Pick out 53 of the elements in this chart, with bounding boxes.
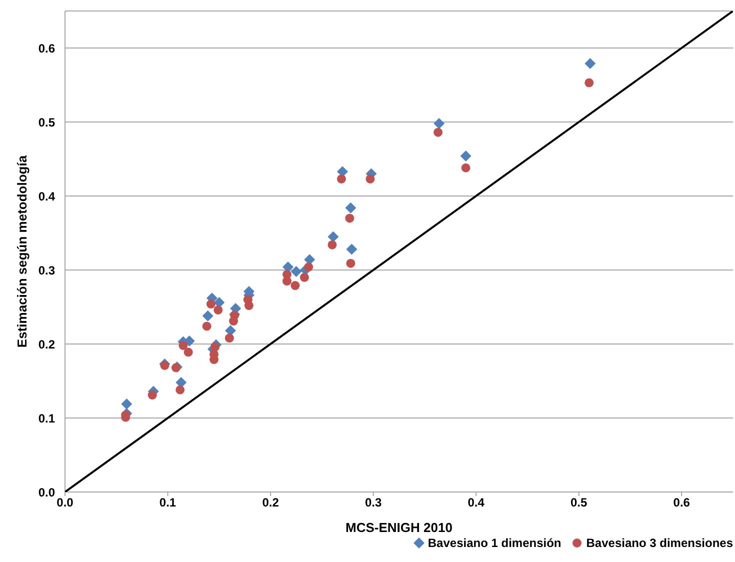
y-tick-label: 0.1 xyxy=(38,411,56,426)
point xyxy=(290,266,302,277)
point xyxy=(336,174,346,184)
x-tick-label: 0.0 xyxy=(56,496,74,510)
legend-label: Bavesiano 1 dimensión xyxy=(428,536,562,550)
point xyxy=(244,301,254,310)
x-tick-label: 0.4 xyxy=(468,496,485,510)
point xyxy=(148,390,157,400)
point xyxy=(434,128,443,137)
point xyxy=(282,276,292,286)
y-tick-label: 0.2 xyxy=(38,337,56,352)
point xyxy=(171,363,180,372)
point xyxy=(176,376,187,388)
legend-label: Bavesiano 3 dimensiones xyxy=(586,536,733,550)
point xyxy=(178,340,188,350)
point xyxy=(160,360,170,370)
x-tick-label: 0.5 xyxy=(570,496,588,510)
point xyxy=(300,272,309,282)
point xyxy=(584,78,594,88)
point xyxy=(584,58,596,70)
point xyxy=(346,244,358,255)
point xyxy=(202,310,214,322)
point xyxy=(229,316,238,326)
point xyxy=(366,174,375,184)
y-tick-label: 0.5 xyxy=(38,115,56,130)
x-tick-label: 0.3 xyxy=(364,496,382,510)
point xyxy=(224,334,234,343)
point xyxy=(206,300,216,309)
point xyxy=(214,305,223,314)
y-axis-title: Estimación según metodología xyxy=(14,154,30,348)
point xyxy=(121,398,132,410)
x-tick-label: 0.2 xyxy=(262,496,280,510)
x-axis-title: MCS-ENIGH 2010 xyxy=(346,520,452,535)
point xyxy=(460,150,472,162)
point xyxy=(345,202,356,214)
point xyxy=(434,118,445,129)
y-tick-label: 0.0 xyxy=(38,485,56,500)
point xyxy=(210,342,220,352)
y-tick-label: 0.3 xyxy=(38,263,56,278)
point xyxy=(328,240,337,250)
x-tick-label: 0.6 xyxy=(673,496,690,510)
point xyxy=(304,262,314,272)
point xyxy=(328,231,339,242)
y-tick-label: 0.4 xyxy=(38,189,56,204)
x-tick-label: 0.1 xyxy=(159,496,176,510)
point xyxy=(345,214,354,223)
point xyxy=(346,258,356,268)
point xyxy=(176,385,185,394)
y-tick-label: 0.6 xyxy=(38,41,56,56)
point xyxy=(202,322,212,331)
point xyxy=(290,281,300,290)
point xyxy=(461,163,470,172)
point xyxy=(184,348,193,357)
